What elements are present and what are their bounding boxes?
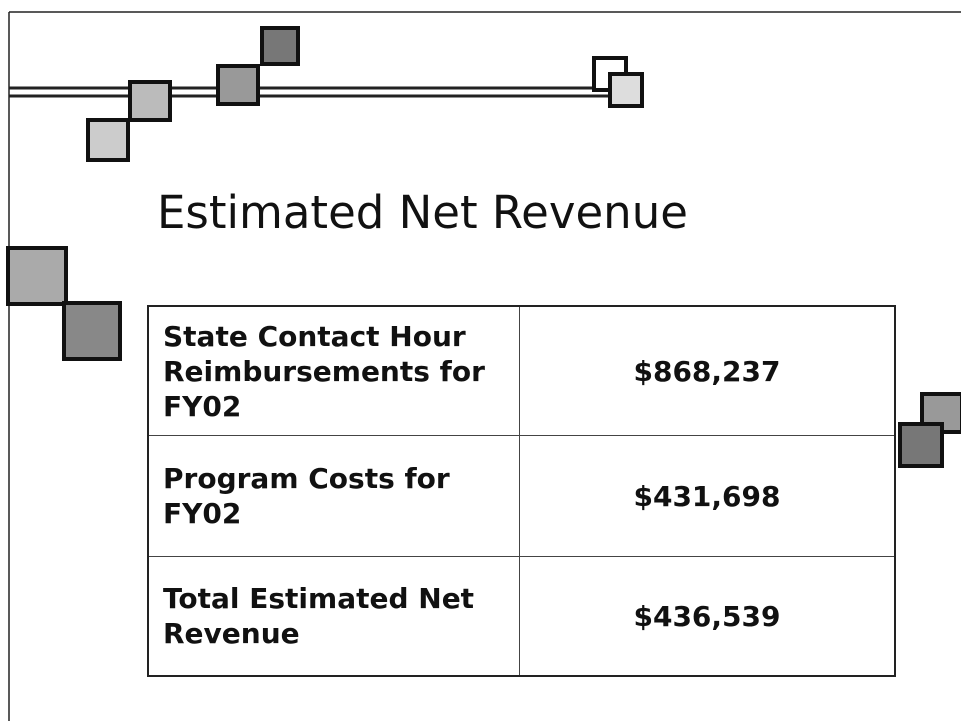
row-label: Total Estimated Net Revenue <box>148 557 520 677</box>
table-row: State Contact Hour Reimbursements for FY… <box>148 306 895 436</box>
slide: Estimated Net Revenue State Contact Hour… <box>0 0 961 721</box>
row-value: $868,237 <box>520 306 896 436</box>
slide-title: Estimated Net Revenue <box>157 186 688 239</box>
row-label: Program Costs for FY02 <box>148 436 520 557</box>
table-row: Total Estimated Net Revenue $436,539 <box>148 557 895 677</box>
row-value: $431,698 <box>520 436 896 557</box>
revenue-table: State Contact Hour Reimbursements for FY… <box>147 305 896 677</box>
row-value: $436,539 <box>520 557 896 677</box>
table-row: Program Costs for FY02 $431,698 <box>148 436 895 557</box>
row-label: State Contact Hour Reimbursements for FY… <box>148 306 520 436</box>
